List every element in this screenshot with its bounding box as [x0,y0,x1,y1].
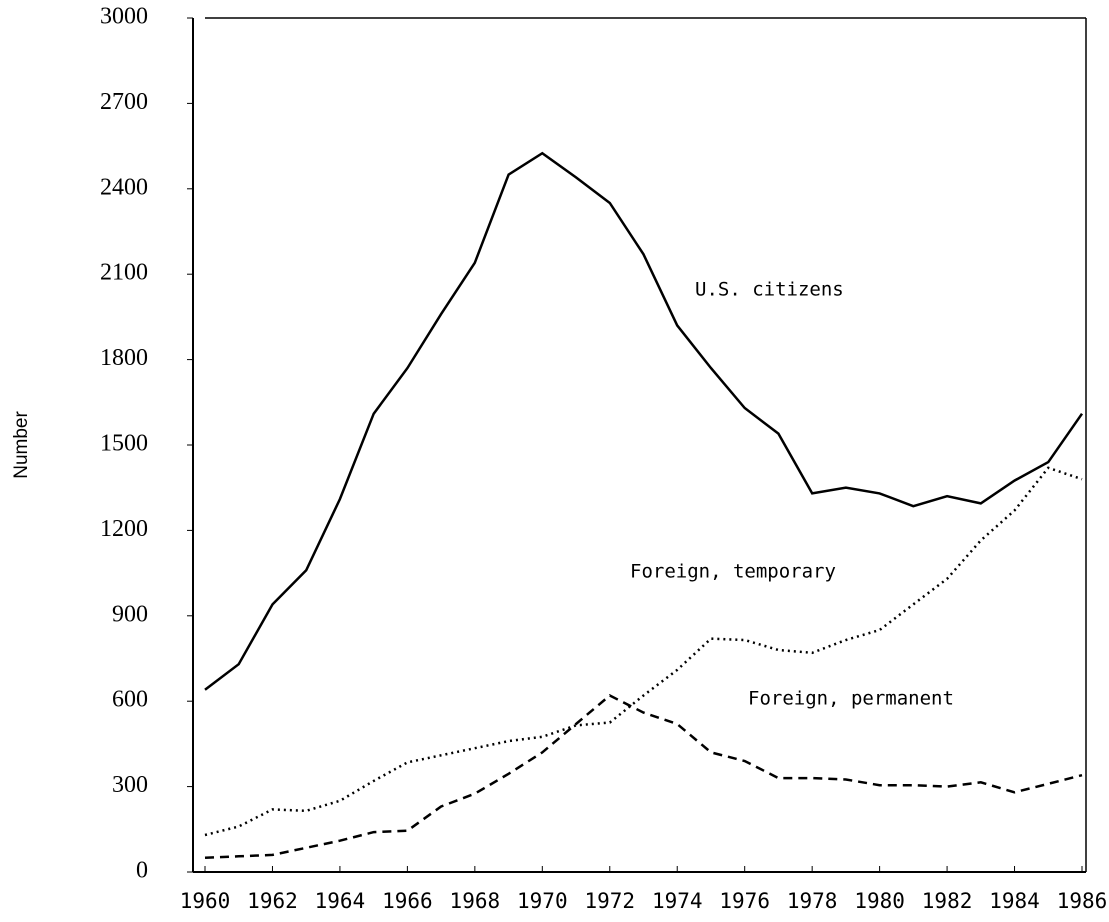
y-tick-label: 300 [112,772,148,798]
x-tick-label: 1970 [517,889,568,913]
series-label: U.S. citizens [695,279,844,301]
y-tick-label: 1800 [100,345,148,371]
y-tick-label: 600 [112,687,148,713]
x-tick-label: 1966 [382,889,433,913]
x-tick-label: 1986 [1057,889,1108,913]
x-tick-label: 1962 [247,889,298,913]
series-line [204,694,1083,860]
x-tick-label: 1974 [652,889,703,913]
x-tick-label: 1984 [989,889,1040,913]
y-tick-label: 0 [136,858,148,884]
y-tick-label: 2400 [100,174,148,200]
y-axis-label: Number [11,411,32,479]
series-label: Foreign, temporary [630,561,836,583]
y-tick-label: 1500 [100,431,148,457]
y-tick-label: 2700 [100,89,148,115]
x-tick-label: 1980 [854,889,905,913]
y-tick-label: 2100 [100,260,148,286]
x-tick-label: 1976 [719,889,770,913]
series-line [204,466,1083,837]
series-label: Foreign, permanent [748,688,954,710]
series-line [204,151,1084,691]
x-tick-label: 1960 [180,889,231,913]
x-tick-label: 1978 [787,889,838,913]
y-tick-label: 900 [112,601,148,627]
y-tick-label: 1200 [100,516,148,542]
x-tick-label: 1968 [450,889,501,913]
y-tick-label: 3000 [100,4,148,30]
x-tick-label: 1964 [315,889,366,913]
x-tick-label: 1982 [922,889,973,913]
x-tick-label: 1972 [584,889,635,913]
